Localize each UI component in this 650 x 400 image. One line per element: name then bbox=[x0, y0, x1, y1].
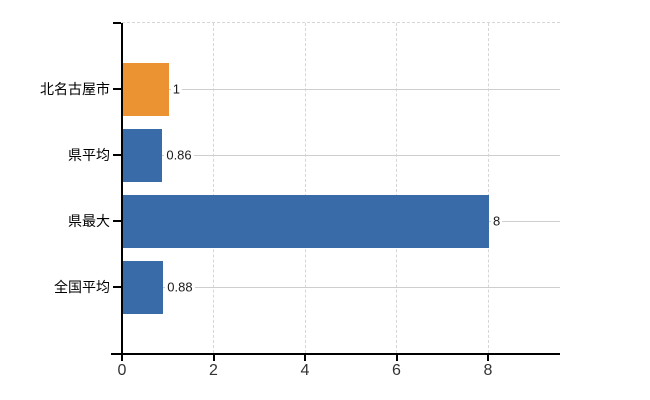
x-tick-label: 0 bbox=[117, 362, 127, 379]
category-gridline bbox=[122, 286, 560, 288]
x-tick-label: 4 bbox=[300, 362, 310, 379]
category-label: 県最大 bbox=[68, 213, 110, 229]
x-gridline bbox=[213, 23, 214, 353]
y-tick bbox=[113, 88, 121, 90]
category-gridline bbox=[122, 154, 560, 156]
x-tick bbox=[487, 355, 489, 361]
bar bbox=[123, 62, 169, 116]
x-tick-label: 6 bbox=[392, 362, 401, 379]
y-tick bbox=[113, 220, 121, 222]
bar bbox=[123, 128, 163, 182]
x-gridline bbox=[304, 23, 306, 353]
bar-value-label: 0.86 bbox=[164, 147, 194, 163]
x-gridline bbox=[396, 23, 397, 353]
bar-value-label: 0.88 bbox=[165, 279, 195, 295]
bar bbox=[123, 194, 489, 248]
x-tick bbox=[121, 355, 123, 361]
category-label: 北名古屋市 bbox=[40, 81, 110, 97]
x-tick bbox=[395, 355, 398, 361]
bar-value-label: 8 bbox=[491, 213, 503, 229]
category-gridline bbox=[122, 88, 560, 90]
x-axis bbox=[111, 353, 560, 355]
plot-top-border bbox=[122, 22, 560, 23]
category-label: 県平均 bbox=[68, 147, 110, 163]
bar bbox=[123, 260, 164, 314]
x-tick bbox=[212, 355, 215, 361]
y-tick-top bbox=[113, 22, 121, 24]
bar-value-label: 1 bbox=[170, 81, 182, 97]
x-tick-label: 8 bbox=[483, 362, 493, 379]
x-tick bbox=[304, 355, 306, 361]
y-axis bbox=[121, 23, 123, 355]
x-tick-label: 2 bbox=[209, 362, 218, 379]
y-tick bbox=[113, 286, 121, 288]
category-label: 全国平均 bbox=[54, 279, 110, 295]
y-tick bbox=[113, 154, 121, 156]
x-gridline bbox=[487, 23, 489, 353]
